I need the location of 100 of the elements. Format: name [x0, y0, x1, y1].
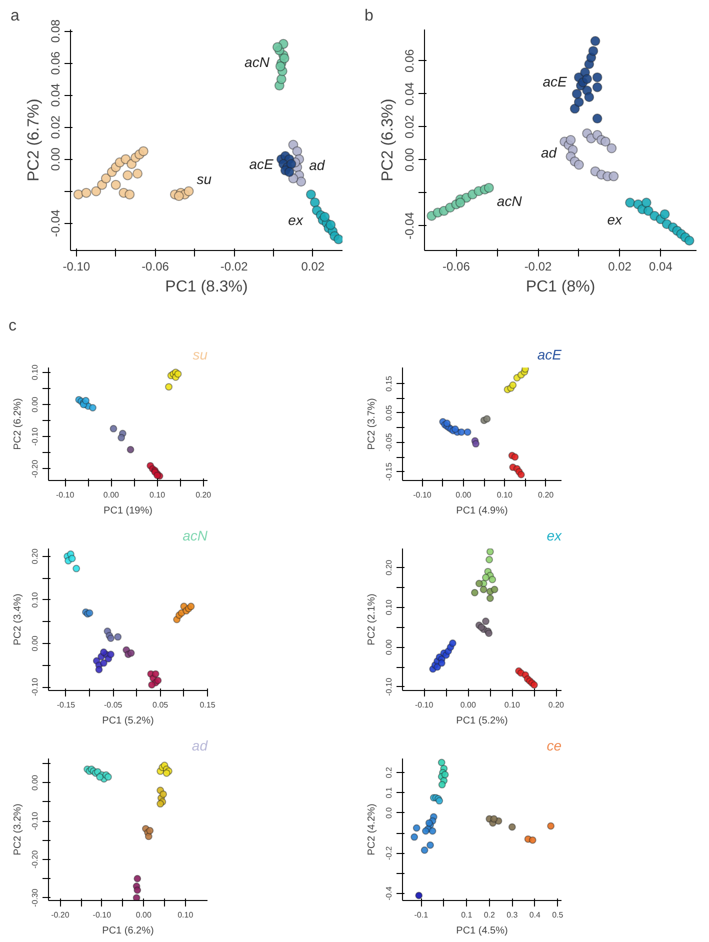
y-tick-label: -0.05: [384, 432, 394, 452]
x-tick-label: -0.10: [413, 490, 432, 500]
x-tick-label: -0.10: [414, 700, 434, 710]
x-tick-label: 0.00: [136, 910, 152, 920]
y-tick-label: 0.10: [30, 592, 40, 608]
x-tick-label: 0.1: [461, 910, 473, 920]
y-tick-label: 0.08: [48, 19, 62, 43]
y-tick-label: 0.00: [30, 635, 40, 652]
x-tick-label: 0.04: [649, 260, 673, 274]
chart-title: acN: [182, 528, 208, 544]
x-tick-label: 0.00: [103, 490, 120, 500]
x-axis-title: PC1 (19%): [104, 506, 152, 516]
text: c: [8, 318, 16, 334]
y-axis-title: PC2 (3.4%): [12, 594, 24, 646]
series-label: acN: [244, 54, 270, 70]
chart-title: su: [192, 346, 208, 362]
x-tick-label: -0.10: [62, 260, 90, 274]
y-tick-label: -0.04: [402, 212, 416, 240]
series-label: acE: [542, 74, 568, 90]
x-axis-title: PC1 (4.5%): [456, 926, 508, 936]
y-axis-title: PC2 (2.1%): [366, 594, 378, 646]
series-label: ad: [541, 144, 558, 161]
y-tick-label: 0.00: [30, 774, 40, 790]
y-tick-label: -0.30: [30, 888, 40, 907]
y-tick-label: 0.20: [30, 548, 40, 564]
x-tick-label: 0.3: [506, 910, 518, 920]
y-tick-label: 0.00: [384, 638, 394, 655]
x-tick-label: 0.00: [456, 490, 472, 500]
x-tick-label: 0.20: [548, 700, 565, 710]
series-label: ex: [288, 212, 304, 228]
y-tick-label: 0.2: [384, 766, 394, 778]
y-tick-label: 0.06: [402, 48, 416, 73]
x-tick-label: 0.20: [538, 490, 554, 500]
x-tick-label: 0.2: [484, 910, 496, 920]
x-tick-label: -0.15: [56, 700, 76, 710]
y-tick-label: -0.10: [30, 677, 40, 696]
y-tick-label: -0.2: [384, 846, 394, 860]
x-axis-title: PC1 (8%): [526, 278, 596, 296]
x-tick-label: 0.02: [608, 260, 632, 274]
y-tick-label: -0.4: [384, 886, 394, 900]
text: b: [364, 8, 374, 24]
y-tick-label: 0.00: [48, 147, 62, 171]
x-tick-label: -0.02: [524, 260, 552, 274]
series-label: ad: [309, 157, 326, 174]
y-tick-label: 0.00: [30, 396, 40, 412]
x-tick-label: 0.10: [504, 700, 521, 710]
y-tick-label: 0.10: [30, 364, 40, 380]
y-tick-label: 0.0: [384, 806, 394, 818]
y-tick-label: -0.10: [30, 427, 40, 446]
x-tick-label: 0.10: [178, 910, 194, 920]
x-tick-label: 0.4: [529, 910, 541, 920]
y-axis-title: PC2 (6.3%): [380, 98, 396, 182]
x-axis-title: PC1 (8.3%): [165, 278, 248, 296]
y-tick-label: -0.10: [384, 677, 394, 696]
chart-title: ex: [546, 528, 562, 544]
y-tick-label: 0.10: [384, 599, 394, 616]
y-tick-label: 0.02: [48, 115, 62, 139]
text: a: [10, 8, 20, 24]
x-tick-label: -0.02: [220, 260, 248, 274]
chart-title: ce: [546, 738, 562, 754]
x-tick-label: -0.06: [442, 260, 470, 274]
y-tick-label: 0.04: [48, 83, 62, 107]
y-tick-label: 0.02: [402, 114, 416, 138]
series-label: ex: [607, 212, 624, 228]
x-tick-label: -0.05: [104, 700, 123, 710]
y-tick-label: 0.15: [384, 375, 394, 392]
y-tick-label: 0.1: [384, 786, 394, 798]
x-axis-title: PC1 (5.2%): [456, 716, 508, 726]
series-label: acE: [249, 156, 274, 172]
series-label: su: [196, 171, 212, 188]
x-tick-label: 0.02: [301, 260, 325, 274]
series-label: acN: [496, 193, 523, 210]
x-tick-label: -0.10: [92, 910, 112, 920]
x-tick-label: 0.20: [196, 490, 212, 500]
y-tick-label: -0.10: [30, 811, 40, 830]
y-axis-title: PC2 (4.2%): [366, 804, 378, 856]
x-tick-label: 0.5: [552, 910, 564, 920]
y-tick-label: -0.20: [30, 459, 40, 478]
y-tick-label: 0.00: [402, 148, 416, 172]
y-tick-label: 0.04: [402, 82, 416, 106]
x-tick-label: -0.06: [142, 260, 170, 274]
y-axis-title: PC2 (6.7%): [26, 98, 42, 182]
x-tick-label: 0.10: [149, 490, 166, 500]
x-tick-label: -0.10: [56, 490, 75, 500]
y-tick-label: 0.05: [384, 404, 394, 421]
x-tick-label: 0.05: [152, 700, 169, 710]
x-axis-title: PC1 (4.9%): [456, 506, 508, 516]
x-tick-label: 0.10: [496, 490, 513, 500]
y-tick-label: 0.06: [48, 51, 62, 75]
x-axis-title: PC1 (5.2%): [102, 716, 154, 726]
y-tick-label: -0.20: [30, 850, 40, 869]
chart-title: acE: [537, 346, 562, 362]
y-axis-title: PC2 (6.2%): [12, 398, 24, 450]
y-tick-label: -0.04: [48, 209, 62, 237]
chart-title: ad: [192, 738, 209, 754]
y-tick-label: 0.20: [384, 559, 394, 576]
y-axis-title: PC2 (3.7%): [366, 398, 378, 450]
y-axis-title: PC2 (3.2%): [12, 804, 24, 856]
x-tick-label: 0.00: [460, 700, 476, 710]
x-axis-title: PC1 (6.2%): [102, 926, 154, 936]
